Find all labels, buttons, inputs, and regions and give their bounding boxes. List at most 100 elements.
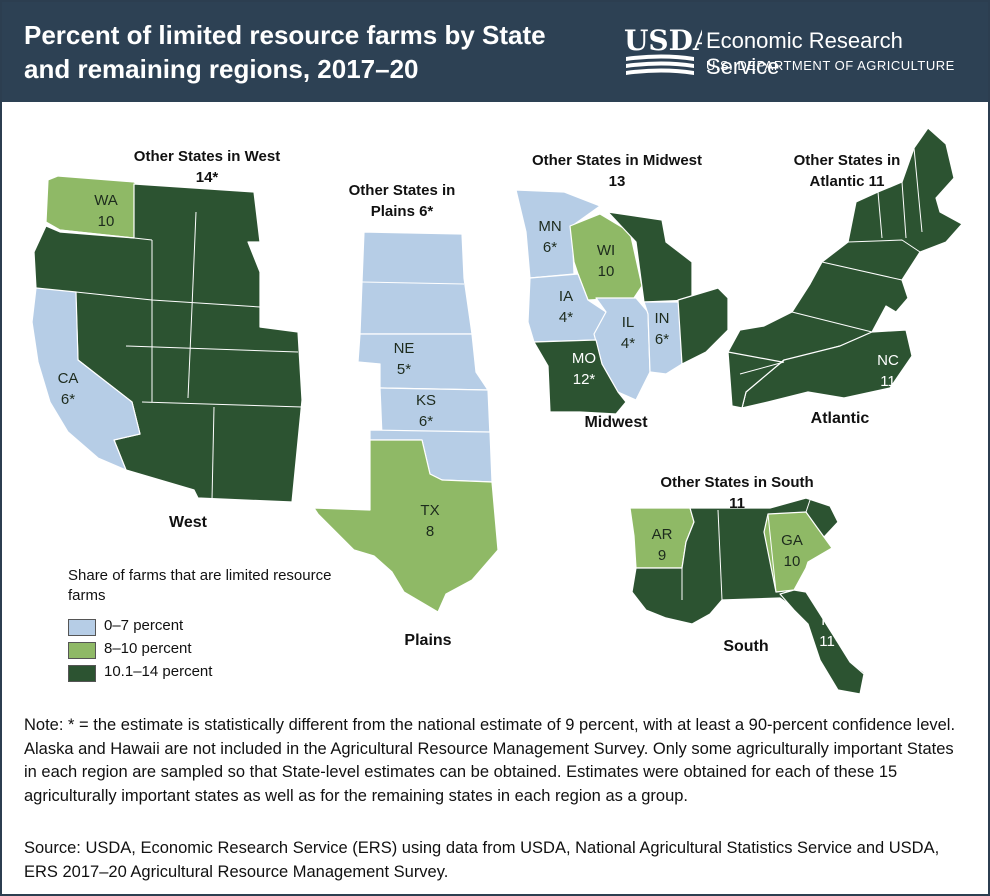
state-label-mo: MO 12* — [554, 348, 614, 390]
wi-value: 10 — [597, 263, 615, 280]
in-abbr: IN — [654, 310, 670, 327]
wi-abbr: WI — [596, 242, 616, 259]
plains-other-value: Plains 6* — [370, 203, 434, 220]
state-shape-ga — [763, 511, 833, 593]
state-shape-fl — [779, 589, 865, 695]
state-shape-tx — [313, 439, 499, 613]
map-legend: Share of farms that are limited resource… — [68, 566, 338, 683]
atlantic-region-map — [727, 127, 963, 409]
west-other-name: Other States in West — [133, 148, 281, 165]
legend-label-mid: 8–10 percent — [104, 640, 192, 657]
legend-title: Share of farms that are limited resource… — [68, 567, 332, 604]
state-label-tx: TX 8 — [400, 500, 460, 542]
tx-abbr: TX — [420, 502, 440, 519]
ne-value: 5* — [396, 361, 412, 378]
state-label-ar: AR 9 — [632, 524, 692, 566]
ca-value: 6* — [60, 391, 76, 408]
west-other-value: 14* — [195, 169, 219, 186]
map-area: Other States in West 14* WA 10 CA 6* Wes… — [2, 102, 988, 702]
legend-swatch-high — [68, 665, 96, 682]
ks-value: 6* — [418, 413, 434, 430]
plains-region-map — [313, 231, 499, 613]
legend-item-mid: 8–10 percent — [68, 639, 338, 660]
plains-other-label: Other States in Plains 6* — [322, 180, 482, 222]
state-label-wi: WI 10 — [576, 240, 636, 282]
state-shape-ca — [31, 287, 141, 471]
midwest-region-map — [515, 189, 729, 415]
chart-title: Percent of limited resource farms by Sta… — [24, 20, 546, 84]
footnote: Note: * = the estimate is statistically … — [24, 716, 956, 805]
state-label-ca: CA 6* — [38, 368, 98, 410]
atlantic-other-value: Atlantic 11 — [809, 173, 885, 190]
state-shape-oh — [677, 287, 729, 365]
source-note: Source: USDA, Economic Research Service … — [24, 839, 940, 881]
nc-abbr: NC — [877, 352, 899, 369]
ga-value: 10 — [783, 553, 801, 570]
ar-value: 9 — [657, 547, 667, 564]
state-label-ga: GA 10 — [762, 530, 822, 572]
state-label-nc: NC 11 — [858, 350, 918, 392]
south-region-map — [629, 497, 865, 695]
tx-value: 8 — [425, 523, 435, 540]
state-label-il: IL 4* — [598, 312, 658, 354]
in-value: 6* — [654, 331, 670, 348]
il-abbr: IL — [621, 314, 635, 331]
south-other-value: 11 — [729, 495, 745, 512]
state-label-in: IN 6* — [632, 308, 692, 350]
logo-service-name: Economic Research Service — [706, 28, 903, 79]
ga-abbr: GA — [781, 532, 803, 549]
wa-value: 10 — [97, 213, 115, 230]
region-name-midwest: Midwest — [584, 414, 648, 431]
midwest-other-name: Other States in Midwest — [531, 152, 703, 169]
wa-abbr: WA — [94, 192, 118, 209]
legend-swatch-low — [68, 619, 96, 636]
state-label-ks: KS 6* — [396, 390, 456, 432]
state-shape-mo — [533, 339, 627, 415]
ia-value: 4* — [558, 309, 574, 326]
logo-department: U.S. DEPARTMENT OF AGRICULTURE — [706, 58, 955, 73]
header-bar: Percent of limited resource farms by Sta… — [2, 2, 988, 102]
state-shape-mi — [607, 211, 693, 303]
atlantic-other-name: Other States in — [793, 152, 901, 169]
legend-label-low: 0–7 percent — [104, 617, 184, 634]
west-region-map — [31, 175, 303, 503]
il-value: 4* — [620, 335, 636, 352]
plains-other-name: Other States in — [348, 182, 456, 199]
ar-abbr: AR — [651, 526, 673, 543]
usda-ers-logo: USDA Economic Research Service U.S. DEPA… — [622, 24, 982, 84]
atlantic-other-label: Other States in Atlantic 11 — [772, 150, 922, 192]
mo-value: 12* — [572, 371, 596, 388]
midwest-other-value: 13 — [608, 173, 626, 190]
south-other-label: Other States in South 11 — [622, 472, 852, 514]
region-name-atlantic: Atlantic — [810, 410, 870, 427]
ne-abbr: NE — [393, 340, 415, 357]
west-other-label: Other States in West 14* — [62, 146, 352, 188]
fl-value: 11* — [819, 633, 841, 650]
ca-abbr: CA — [57, 370, 79, 387]
ks-abbr: KS — [415, 392, 436, 409]
ia-abbr: IA — [558, 288, 574, 305]
region-name-west: West — [169, 514, 207, 531]
midwest-other-label: Other States in Midwest 13 — [492, 150, 742, 192]
regional-maps — [31, 127, 963, 695]
state-label-mn: MN 6* — [520, 216, 580, 258]
state-label-ia: IA 4* — [536, 286, 596, 328]
state-label-fl: FL 11* — [800, 610, 860, 652]
state-label-ne: NE 5* — [374, 338, 434, 380]
region-name-plains: Plains — [404, 632, 452, 649]
nc-value: 11 — [880, 373, 896, 390]
legend-item-low: 0–7 percent — [68, 616, 338, 637]
usda-logo-icon: USDA — [624, 24, 702, 75]
south-other-name: Other States in South — [660, 474, 814, 491]
state-label-wa: WA 10 — [76, 190, 136, 232]
mn-abbr: MN — [538, 218, 562, 235]
legend-label-high: 10.1–14 percent — [104, 663, 213, 680]
mo-abbr: MO — [571, 350, 597, 367]
logo-usda-text: USDA — [624, 24, 702, 57]
legend-item-high: 10.1–14 percent — [68, 662, 338, 683]
legend-swatch-mid — [68, 642, 96, 659]
mn-value: 6* — [542, 239, 558, 256]
fl-abbr: FL — [821, 612, 839, 629]
region-name-south: South — [723, 638, 769, 655]
